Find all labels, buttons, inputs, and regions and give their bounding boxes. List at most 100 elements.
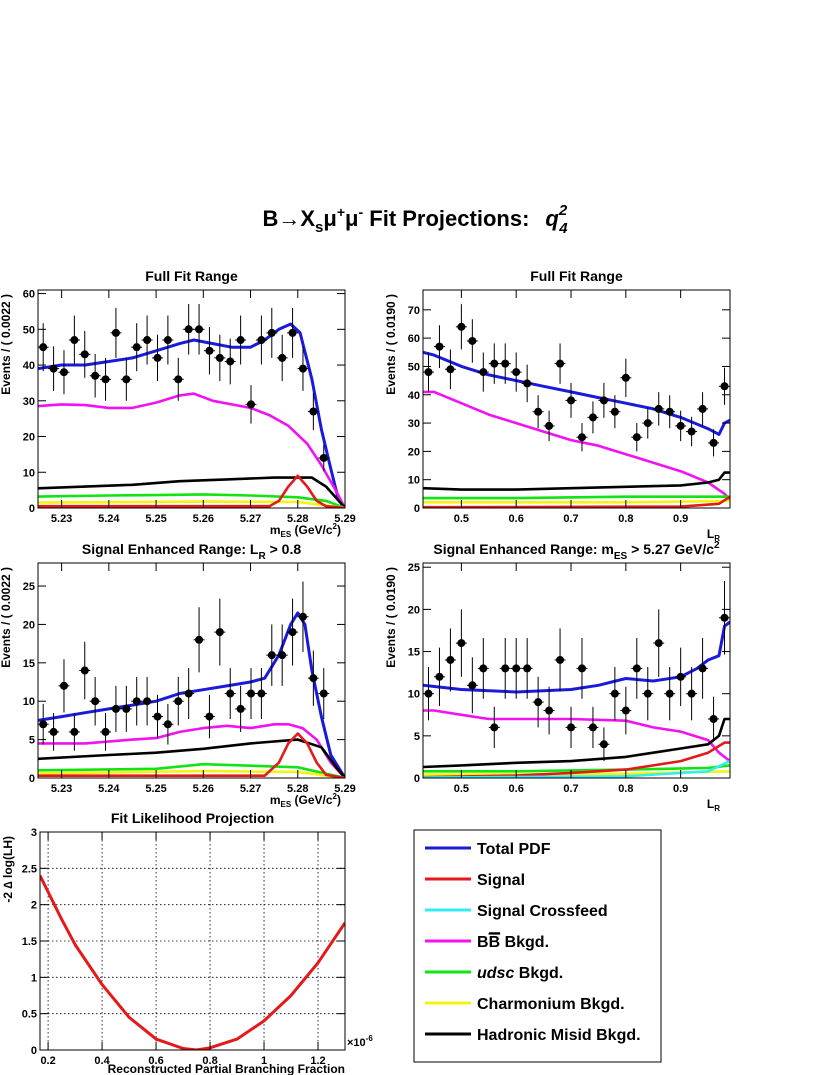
data-marker [632, 664, 641, 673]
legend-label: Charmonium Bkgd. [477, 996, 625, 1013]
data-marker [676, 421, 685, 430]
data-point [708, 429, 720, 457]
y-axis-label: -2 ∆ log(LH) [1, 836, 15, 903]
data-marker [101, 727, 110, 736]
data-point [297, 346, 309, 391]
data-marker [70, 336, 79, 345]
data-marker [132, 343, 141, 352]
y-tick-label: 30 [23, 396, 35, 408]
series-line [423, 495, 730, 500]
series-line [423, 741, 730, 778]
data-point [532, 676, 544, 728]
y-tick-label: 0 [414, 503, 420, 515]
data-marker [215, 353, 224, 362]
data-point [631, 423, 643, 452]
data-marker [698, 404, 707, 413]
data-point [719, 581, 730, 655]
data-marker [278, 651, 287, 660]
x-tick-label: 0.5 [454, 783, 469, 795]
data-point [58, 350, 70, 395]
data-marker [49, 364, 58, 373]
y-tick-label: 0 [31, 1045, 37, 1057]
data-marker [446, 655, 455, 664]
x-label-main: L [707, 797, 714, 811]
data-marker [174, 375, 183, 384]
y-tick-label: 5 [29, 735, 35, 747]
data-point [172, 676, 184, 726]
legend-entry: Total PDF [425, 841, 551, 858]
legend-entry: Hadronic Misid Bkgd. [425, 1027, 641, 1044]
data-point [162, 703, 174, 745]
data-marker [174, 697, 183, 706]
data-marker [163, 336, 172, 345]
y-tick-label: 60 [23, 289, 35, 301]
data-marker [621, 373, 630, 382]
series-line [423, 759, 730, 778]
series-line [423, 390, 730, 501]
data-point [653, 392, 665, 426]
x-axis-label: LR [707, 527, 720, 543]
data-point [554, 628, 566, 692]
x-tick-label: 0.8 [618, 513, 633, 525]
data-point [576, 637, 588, 699]
data-point [664, 667, 676, 721]
x-label-sub: ES [281, 530, 292, 539]
title-part: > 0.8 [266, 541, 302, 557]
y-tick-label: 0 [414, 773, 420, 785]
data-point [598, 382, 610, 418]
x-tick-label: 0.6 [509, 783, 524, 795]
data-marker [319, 453, 328, 462]
x-label-sup: 2 [333, 792, 338, 801]
data-marker [654, 639, 663, 648]
x-tick-label: 0.9 [673, 783, 688, 795]
data-point [697, 637, 709, 699]
data-marker [257, 689, 266, 698]
x-label-main: m [270, 793, 281, 807]
y-axis-label: Events / ( 0.0022 ) [0, 294, 13, 395]
legend-label: Total PDF [477, 841, 551, 858]
plot-area [423, 563, 730, 778]
x-axis-label: mES (GeV/c2) [270, 522, 341, 539]
data-marker [319, 689, 328, 698]
data-point [598, 727, 610, 762]
x-tick-label: 5.26 [193, 783, 214, 795]
y-tick-label: 2.5 [22, 863, 37, 875]
plot-frame [422, 289, 731, 509]
x-tick-label: 0.9 [673, 513, 688, 525]
data-point [488, 343, 500, 384]
y-tick-label: 5 [414, 731, 420, 743]
data-point [79, 641, 91, 700]
data-marker [205, 712, 214, 721]
x-axis-label: mES (GeV/c2) [270, 792, 341, 809]
data-point [423, 352, 434, 392]
data-point [642, 667, 654, 721]
x-tick-label: 5.29 [334, 513, 355, 525]
y-tick-label: 0.5 [22, 1009, 37, 1021]
data-point [686, 667, 698, 721]
data-marker [501, 359, 510, 368]
x-tick-label: 1.2 [310, 1055, 325, 1067]
data-marker [512, 368, 521, 377]
series-line [423, 717, 730, 769]
series-line [38, 738, 345, 778]
x-tick-label: 5.28 [287, 513, 308, 525]
data-point [152, 334, 163, 382]
x-label-main: L [707, 527, 714, 541]
data-point [433, 647, 445, 707]
x-axis-label: LR [707, 797, 720, 813]
data-point [141, 676, 153, 726]
data-point [245, 385, 257, 424]
legend-label: Hadronic Misid Bkgd. [477, 1027, 641, 1044]
data-point [266, 307, 278, 358]
data-marker [665, 689, 674, 698]
data-point [37, 323, 49, 372]
data-marker [567, 396, 576, 405]
data-marker [687, 427, 696, 436]
data-marker [309, 407, 318, 416]
data-point [708, 696, 720, 742]
x-tick-label: 5.24 [98, 513, 120, 525]
data-marker [709, 714, 718, 723]
data-point [697, 392, 709, 426]
data-marker [247, 400, 256, 409]
